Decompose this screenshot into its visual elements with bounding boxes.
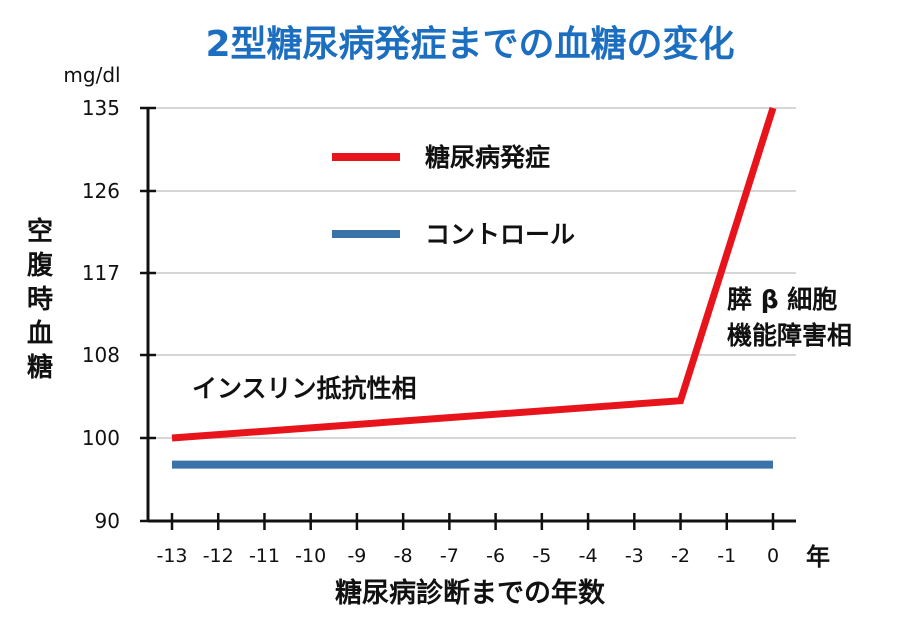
annotation-beta-cell-line2: 機能障害相 [727,321,852,350]
annotation-beta-cell-line1: 膵 β 細胞 [727,285,837,314]
x-tick-label-10: -3 [625,545,644,567]
y-axis-label-char-4: 糖 [27,352,53,383]
legend-label-0: 糖尿病発症 [425,143,550,172]
x-tick-label-5: -8 [394,545,413,567]
y-axis-unit: mg/dl [63,63,120,87]
y-tick-label-4: 126 [82,179,120,203]
x-tick-label-1: -12 [203,545,234,567]
x-tick-label-2: -11 [249,545,280,567]
y-tick-label-3: 117 [82,261,120,285]
legend-label-1: コントロール [425,220,575,249]
y-tick-label-0: 90 [95,509,120,533]
y-tick-label-1: 100 [82,426,120,450]
x-axis-unit: 年 [806,543,830,571]
chart-title: 2型糖尿病発症までの血糖の変化 [205,23,734,65]
x-tick-label-12: -1 [717,545,736,567]
y-axis-label-char-1: 腹 [26,250,54,281]
annotation-insulin-resistance: インスリン抵抗性相 [192,374,417,403]
y-axis-label-char-0: 空 [27,216,53,247]
y-axis-label-char-2: 時 [27,285,53,315]
y-tick-label-2: 108 [82,343,120,367]
series-lines [171,106,777,469]
x-tick-label-4: -9 [347,545,366,567]
x-tick-label-3: -10 [295,545,326,567]
x-tick-label-7: -6 [486,545,505,567]
grid-lines [148,107,796,439]
x-tick-label-0: -13 [156,545,187,567]
series-line-0 [171,106,777,442]
x-ticks: -13 -12 -11 -10 -9 -8 -7 -6 -5 -4 -3 -2 -1 0 [156,513,779,567]
x-tick-label-11: -2 [671,545,690,567]
x-tick-label-13: 0 [767,545,779,567]
y-axis-label-char-3: 血 [27,319,53,349]
x-tick-label-8: -5 [532,545,551,567]
x-tick-label-9: -4 [579,545,598,567]
x-tick-label-6: -7 [440,545,459,567]
y-tick-label-5: 135 [82,96,120,120]
y-ticks: 90 100 108 117 126 135 [82,96,156,533]
x-axis-label: 糖尿病診断までの年数 [335,577,606,609]
